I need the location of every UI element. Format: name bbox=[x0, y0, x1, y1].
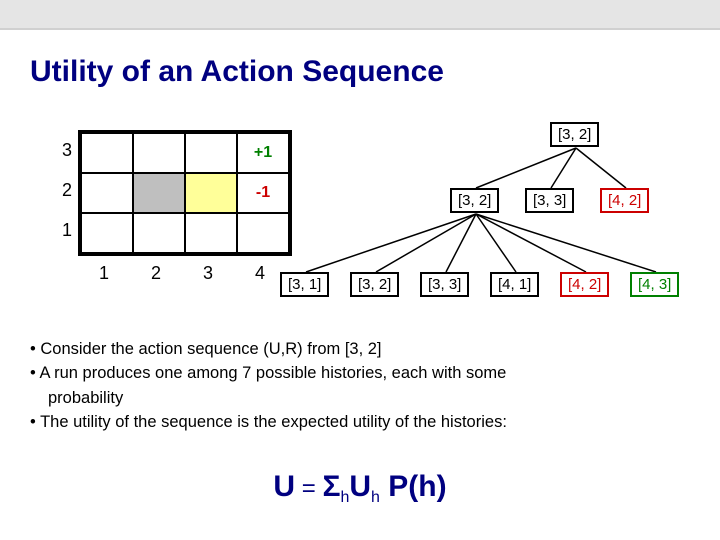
formula: U = ΣhUh P(h) bbox=[0, 470, 720, 507]
tree-mid: [3, 2] bbox=[450, 188, 499, 213]
tree-leaf: [4, 2] bbox=[560, 272, 609, 297]
sigma: Σ bbox=[322, 470, 340, 503]
grid-cell: -1 bbox=[237, 173, 289, 213]
row-label: 3 bbox=[52, 140, 72, 161]
tree-leaf: [3, 2] bbox=[350, 272, 399, 297]
formula-P: P(h) bbox=[380, 470, 447, 503]
page-title: Utility of an Action Sequence bbox=[30, 55, 444, 89]
tree-root: [3, 2] bbox=[550, 122, 599, 147]
col-label: 1 bbox=[78, 263, 130, 284]
col-label: 4 bbox=[234, 263, 286, 284]
tree-leaf: [3, 1] bbox=[280, 272, 329, 297]
grid-cell bbox=[185, 213, 237, 253]
top-bar bbox=[0, 0, 720, 30]
grid-cell: +1 bbox=[237, 133, 289, 173]
col-label: 3 bbox=[182, 263, 234, 284]
Uh-sub: h bbox=[371, 489, 380, 506]
grid-world: +1-1 3211234 bbox=[78, 130, 292, 256]
grid-cell bbox=[133, 213, 185, 253]
grid-cell bbox=[185, 173, 237, 213]
formula-U: U bbox=[273, 470, 295, 503]
tree-mid: [4, 2] bbox=[600, 188, 649, 213]
bullet-list: • Consider the action sequence (U,R) fro… bbox=[30, 338, 690, 435]
tree-mid: [3, 3] bbox=[525, 188, 574, 213]
bullet-1: • Consider the action sequence (U,R) fro… bbox=[30, 338, 690, 360]
tree-leaf: [3, 3] bbox=[420, 272, 469, 297]
formula-eq: = bbox=[295, 475, 322, 502]
grid-cell bbox=[81, 133, 133, 173]
row-label: 2 bbox=[52, 180, 72, 201]
grid-cell bbox=[133, 133, 185, 173]
grid-cell bbox=[81, 173, 133, 213]
row-label: 1 bbox=[52, 220, 72, 241]
bullet-2b: probability bbox=[30, 387, 690, 409]
grid-cell bbox=[185, 133, 237, 173]
grid-cell bbox=[133, 173, 185, 213]
bullet-2: • A run produces one among 7 possible hi… bbox=[30, 362, 690, 384]
tree-leaf: [4, 3] bbox=[630, 272, 679, 297]
grid-cell bbox=[237, 213, 289, 253]
col-label: 2 bbox=[130, 263, 182, 284]
bullet-3: • The utility of the sequence is the exp… bbox=[30, 411, 690, 433]
formula-Uh: U bbox=[349, 470, 371, 503]
tree-leaf: [4, 1] bbox=[490, 272, 539, 297]
grid-cell bbox=[81, 213, 133, 253]
history-tree: [3, 2][3, 2][3, 3][4, 2][3, 1][3, 2][3, … bbox=[320, 122, 720, 312]
